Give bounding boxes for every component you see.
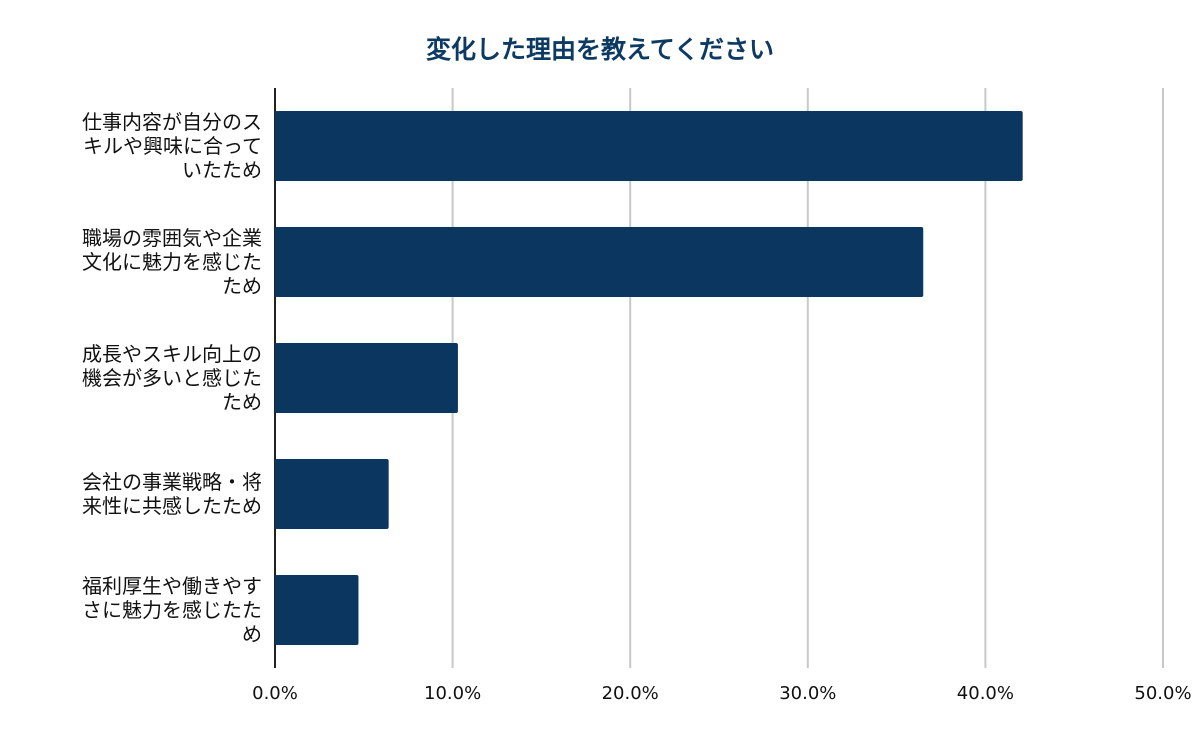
category-label: ため <box>222 274 262 298</box>
bar <box>275 227 924 297</box>
x-tick-label: 40.0% <box>957 683 1014 704</box>
bar <box>275 343 458 413</box>
category-label: 成長やスキル向上の <box>82 342 262 366</box>
category-label: いたため <box>182 158 262 182</box>
category-label: め <box>242 622 262 646</box>
category-label: 来性に共感したため <box>82 494 262 518</box>
category-label: キルや興味に合って <box>83 134 262 158</box>
category-label: ため <box>222 390 262 414</box>
x-tick-label: 30.0% <box>779 683 836 704</box>
bar <box>275 459 389 529</box>
category-label: 福利厚生や働きやす <box>82 574 262 598</box>
category-label: 仕事内容が自分のス <box>82 110 262 134</box>
bar <box>275 111 1023 181</box>
x-tick-label: 0.0% <box>252 683 298 704</box>
category-label: 機会が多いと感じた <box>82 366 262 390</box>
category-label: 文化に魅力を感じた <box>82 250 262 274</box>
chart-title: 変化した理由を教えてください <box>425 35 774 64</box>
x-tick-label: 10.0% <box>424 683 481 704</box>
x-tick-label: 20.0% <box>602 683 659 704</box>
category-label: 会社の事業戦略・将 <box>82 470 262 494</box>
bar <box>275 575 359 645</box>
x-tick-label: 50.0% <box>1134 683 1191 704</box>
category-label: さに魅力を感じたた <box>82 598 262 622</box>
category-label: 職場の雰囲気や企業 <box>82 226 262 250</box>
